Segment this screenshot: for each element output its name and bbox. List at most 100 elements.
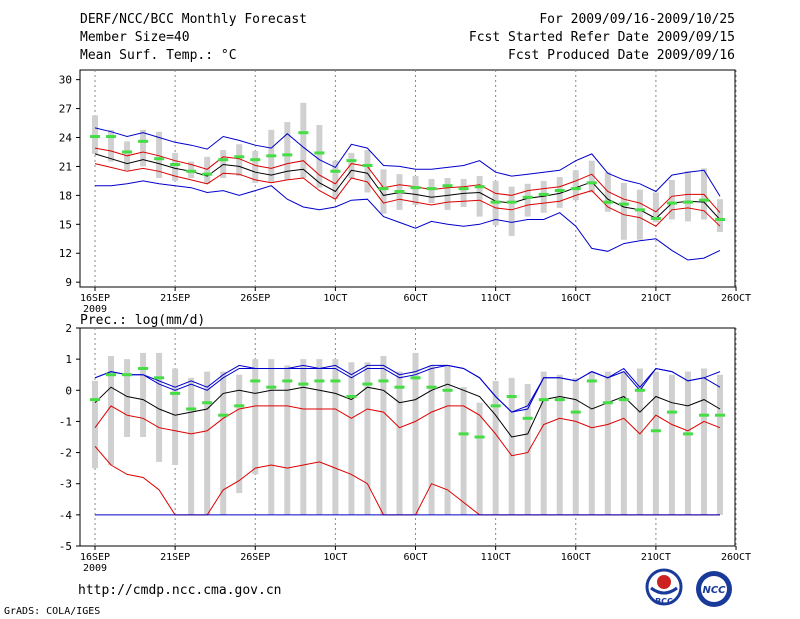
temp-box bbox=[300, 102, 307, 179]
prec-box bbox=[396, 371, 403, 515]
temp-box bbox=[412, 176, 419, 206]
temp-median-dash bbox=[202, 172, 213, 176]
grads-credit: GrADS: COLA/IGES bbox=[4, 606, 101, 617]
prec-y-tick-label: -1 bbox=[59, 415, 72, 428]
prec-box bbox=[572, 377, 579, 515]
prec-median-dash bbox=[394, 385, 405, 389]
temp-box bbox=[172, 152, 179, 181]
temp-median-dash bbox=[90, 135, 100, 139]
prec-y-tick-label: 1 bbox=[65, 353, 72, 366]
temp-median-dash bbox=[346, 159, 357, 163]
temp-x-tick-label: 26OCT bbox=[721, 293, 751, 304]
temp-x-tick-label: 26SEP bbox=[240, 293, 270, 304]
temp-box bbox=[92, 115, 98, 154]
prec-panel: 16SEP 21SEP 26SEP 1OCT 6OCT 11OCT 16OCT 21OCT 26… bbox=[59, 313, 751, 574]
temp-median-dash bbox=[394, 190, 405, 194]
temp-box bbox=[316, 124, 323, 188]
prec-median-dash bbox=[234, 404, 245, 408]
temp-median-dash bbox=[250, 158, 261, 162]
prec-median-dash bbox=[474, 435, 485, 439]
temp-y-tick-label: 27 bbox=[59, 103, 72, 116]
prec-box bbox=[636, 368, 643, 515]
prec-box bbox=[620, 371, 627, 515]
temp-median-dash bbox=[426, 187, 437, 191]
prec-x-tick-label: 26SEP bbox=[240, 552, 270, 563]
prec-box bbox=[460, 387, 467, 515]
temp-line-mean bbox=[94, 153, 721, 220]
temp-median-dash bbox=[458, 187, 469, 191]
prec-y-tick-label: -4 bbox=[59, 509, 73, 522]
temp-box bbox=[428, 178, 435, 204]
temp-median-dash bbox=[538, 192, 549, 196]
prec-box bbox=[508, 377, 515, 515]
temp-median-dash bbox=[122, 150, 133, 154]
prec-median-dash bbox=[506, 395, 517, 399]
temp-median-dash bbox=[666, 201, 677, 205]
prec-y-tick-label: 2 bbox=[65, 322, 72, 335]
temp-box bbox=[652, 192, 659, 223]
prec-box bbox=[316, 359, 323, 515]
prec-median-dash bbox=[122, 373, 133, 377]
temp-box bbox=[588, 160, 595, 193]
prec-box bbox=[540, 371, 547, 515]
temp-x-tick-label: 11OCT bbox=[481, 293, 511, 304]
temp-median-dash bbox=[154, 157, 165, 161]
prec-y-tick-label: -5 bbox=[59, 540, 72, 553]
temp-x-tick-label: 1OCT bbox=[323, 293, 347, 304]
prec-median-dash bbox=[250, 379, 261, 383]
temp-median-dash bbox=[266, 154, 277, 158]
forecast-started-date: Fcst Started Refer Date 2009/09/15 bbox=[468, 30, 735, 45]
temp-box bbox=[524, 183, 531, 217]
source-url[interactable]: http://cmdp.ncc.cma.gov.cn bbox=[78, 583, 282, 598]
prec-median-dash bbox=[346, 395, 357, 399]
temp-box bbox=[252, 151, 259, 183]
prec-median-dash bbox=[458, 432, 469, 436]
prec-x-tick-label: 16OCT bbox=[561, 552, 591, 563]
prec-median-dash bbox=[282, 379, 293, 383]
temp-box bbox=[380, 169, 387, 214]
temp-box bbox=[236, 144, 243, 177]
prec-median-dash bbox=[618, 398, 629, 402]
prec-line-max bbox=[94, 364, 721, 413]
temp-box bbox=[620, 182, 627, 240]
temp-box bbox=[556, 177, 563, 208]
temp-x-tick-label: 16SEP bbox=[80, 293, 110, 304]
prec-box bbox=[268, 359, 275, 515]
prec-x-tick-label: 11OCT bbox=[481, 552, 511, 563]
temp-median-dash bbox=[442, 184, 453, 188]
prec-median-dash bbox=[682, 432, 693, 436]
temp-line-p90 bbox=[94, 147, 721, 214]
prec-box bbox=[364, 362, 371, 515]
prec-box bbox=[236, 374, 243, 494]
member-size: Member Size=40 bbox=[80, 30, 190, 45]
prec-median-dash bbox=[650, 429, 661, 433]
temp-box bbox=[572, 170, 579, 201]
temp-median-dash bbox=[314, 151, 325, 155]
prec-median-dash bbox=[154, 376, 165, 380]
ncc-logo: NCC bbox=[696, 571, 732, 607]
temp-box bbox=[476, 176, 483, 217]
prec-box bbox=[252, 359, 259, 475]
temp-median-dash bbox=[618, 202, 629, 206]
prec-x-year-label: 2009 bbox=[83, 563, 107, 574]
temp-box bbox=[332, 160, 339, 200]
prec-median-dash bbox=[218, 413, 229, 417]
prec-box bbox=[556, 374, 563, 515]
prec-y-tick-label: 0 bbox=[65, 384, 72, 397]
prec-median-dash bbox=[378, 379, 389, 383]
temp-median-dash bbox=[650, 217, 661, 221]
prec-box bbox=[428, 365, 435, 515]
prec-median-dash bbox=[426, 385, 437, 389]
prec-box bbox=[108, 356, 115, 466]
prec-box bbox=[332, 359, 339, 515]
prec-median-dash bbox=[410, 376, 421, 380]
temp-frame bbox=[79, 69, 736, 288]
temp-median-dash bbox=[378, 187, 389, 191]
prec-box bbox=[140, 352, 147, 437]
prec-median-dash bbox=[666, 410, 677, 414]
prec-box bbox=[300, 359, 307, 515]
prec-x-tick-label: 1OCT bbox=[323, 552, 347, 563]
prec-line-high bbox=[94, 364, 721, 413]
temp-box bbox=[717, 199, 723, 233]
